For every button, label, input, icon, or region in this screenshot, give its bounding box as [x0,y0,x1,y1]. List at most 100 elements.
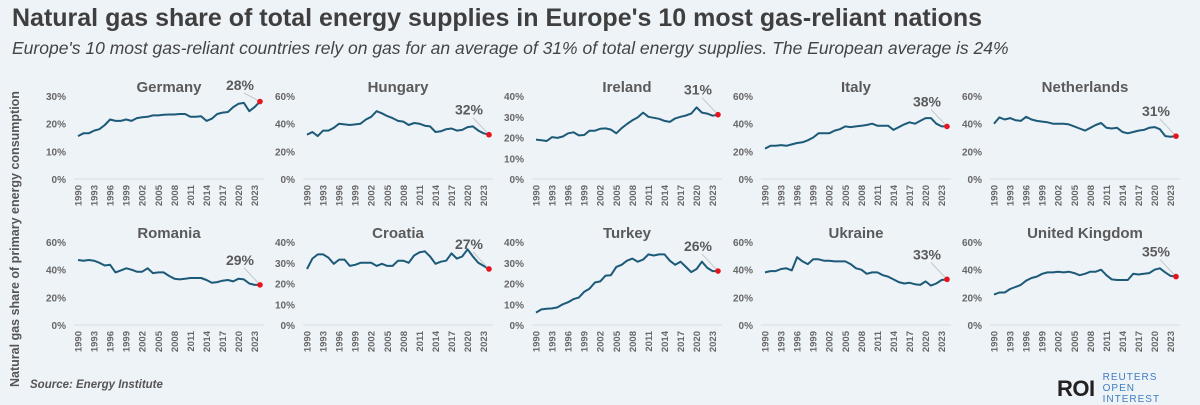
x-tick-label: 2002 [825,185,836,206]
x-tick-label: 2017 [1134,185,1145,206]
x-tick-label: 2011 [644,184,655,205]
series-line [764,256,948,287]
x-tick-label: 1999 [809,331,820,352]
endpoint-dot [944,276,950,283]
x-tick-label: 1990 [761,331,772,352]
x-tick-label: 1999 [122,185,133,206]
x-tick-label: 2020 [234,185,245,206]
x-tick-label: 2023 [708,331,719,352]
y-tick-label: 40% [46,266,66,277]
x-tick-label: 2014 [431,184,442,206]
callout-leader [701,97,719,116]
x-tick-label: 2020 [692,185,703,206]
x-tick-label: 2011 [1102,184,1113,205]
x-tick-label: 2008 [857,185,868,206]
y-tick-label: 20% [733,147,753,158]
endpoint-dot [257,98,263,105]
end-value-label: 26% [684,238,713,254]
y-tick-label: 0% [52,175,67,186]
x-tick-label: 2008 [857,331,868,352]
series-line [535,106,719,142]
x-tick-label: 1993 [548,331,559,352]
x-tick-label: 2020 [234,331,245,352]
roi-logo: ROI REUTERS OPEN INTEREST [1057,372,1193,405]
x-tick-label: 1996 [793,185,804,206]
y-tick-label: 20% [46,293,66,304]
callout-leader [243,92,261,102]
y-tick-label: 20% [504,280,524,291]
x-tick-label: 2023 [479,331,490,352]
y-tick-label: 10% [46,147,66,158]
series-line [306,110,490,138]
source-note: Source: Energy Institute [30,379,163,391]
panel-title: Ukraine [828,225,883,242]
y-tick-label: 40% [504,92,524,103]
x-tick-label: 2014 [202,330,213,352]
panel-italy: Italy 0% 20% 40% 60% 1990 1993 1996 1999 2002 2005… [733,79,951,206]
y-tick-label: 40% [962,120,982,131]
x-tick-label: 1996 [793,331,804,352]
y-tick-label: 30% [504,259,524,270]
y-tick-label: 60% [46,238,66,249]
y-tick-label: 30% [275,259,295,270]
end-value-label: 29% [226,252,255,268]
x-tick-label: 2014 [660,184,671,206]
x-tick-label: 1993 [777,185,788,206]
endpoint-dot [1173,133,1179,139]
end-value-label: 31% [684,82,713,98]
x-tick-label: 1999 [351,185,362,206]
x-tick-label: 2020 [692,331,703,352]
x-tick-label: 2023 [937,331,948,352]
x-tick-label: 2014 [431,330,442,352]
x-tick-label: 2005 [841,330,852,352]
callout-leader [1159,118,1177,137]
x-tick-label: 2023 [250,331,261,352]
x-tick-label: 1999 [1038,331,1049,352]
x-tick-label: 1993 [90,331,101,352]
x-tick-label: 2011 [873,184,884,205]
x-tick-label: 1996 [335,331,346,352]
x-tick-label: 1999 [580,331,591,352]
x-tick-label: 1993 [548,185,559,206]
endpoint-dot [486,266,492,272]
x-tick-label: 2020 [1150,185,1161,206]
x-tick-label: 2002 [367,331,378,352]
chart-title: Natural gas share of total energy suppli… [12,4,983,32]
x-tick-label: 1990 [990,331,1001,352]
x-tick-label: 2020 [921,185,932,206]
end-value-label: 28% [226,77,255,93]
x-tick-label: 1996 [564,185,575,206]
panel-turkey: Turkey 0% 10% 20% 30% 40% 1990 1993 1996 1999 2002… [504,225,722,352]
y-tick-label: 10% [504,300,524,311]
x-tick-label: 2005 [841,184,852,206]
end-value-label: 27% [455,236,484,252]
end-value-label: 35% [1142,244,1171,260]
y-tick-label: 60% [962,92,982,103]
x-tick-label: 2017 [1134,331,1145,352]
x-tick-label: 2002 [596,185,607,206]
y-tick-label: 0% [739,175,754,186]
callout-leader [930,262,948,280]
y-tick-label: 20% [46,120,66,131]
panel-title: Romania [137,225,201,242]
x-tick-label: 2008 [170,185,181,206]
x-tick-label: 2017 [676,185,687,206]
x-tick-label: 1993 [90,185,101,206]
x-tick-label: 1999 [351,331,362,352]
x-tick-label: 1990 [74,185,85,206]
x-tick-label: 2011 [415,184,426,205]
y-tick-label: 0% [739,321,754,332]
x-tick-label: 2011 [415,330,426,351]
x-tick-label: 2014 [1118,184,1129,206]
x-tick-label: 2023 [1166,185,1177,206]
x-tick-label: 2020 [463,331,474,352]
y-tick-label: 0% [510,321,525,332]
x-tick-label: 2017 [905,331,916,352]
panel-title: Hungary [368,79,430,96]
x-tick-label: 1990 [303,331,314,352]
y-tick-label: 0% [510,175,525,186]
y-tick-label: 20% [275,147,295,158]
panel-netherlands: Netherlands 0% 20% 40% 60% 1990 1993 1996 1999 20… [962,79,1180,206]
x-tick-label: 2017 [447,331,458,352]
